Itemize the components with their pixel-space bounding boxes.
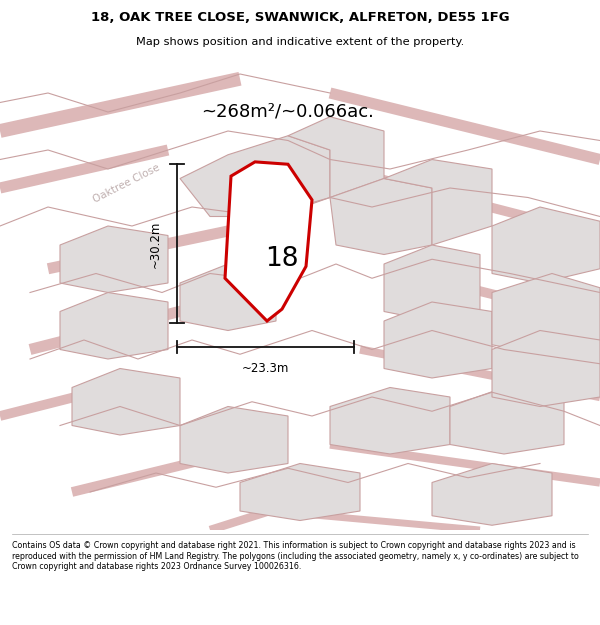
Polygon shape bbox=[180, 264, 276, 331]
Polygon shape bbox=[492, 207, 600, 283]
Text: Contains OS data © Crown copyright and database right 2021. This information is : Contains OS data © Crown copyright and d… bbox=[12, 541, 579, 571]
Polygon shape bbox=[240, 464, 360, 521]
Polygon shape bbox=[180, 406, 288, 473]
Polygon shape bbox=[492, 331, 600, 406]
Polygon shape bbox=[225, 162, 312, 321]
Polygon shape bbox=[60, 226, 168, 292]
Text: 18: 18 bbox=[265, 246, 299, 272]
Polygon shape bbox=[330, 388, 450, 454]
Polygon shape bbox=[384, 302, 492, 378]
Text: Oaktree Close: Oaktree Close bbox=[91, 162, 161, 204]
Text: Map shows position and indicative extent of the property.: Map shows position and indicative extent… bbox=[136, 38, 464, 48]
Text: ~23.3m: ~23.3m bbox=[242, 362, 289, 376]
Polygon shape bbox=[384, 159, 492, 245]
Text: 18, OAK TREE CLOSE, SWANWICK, ALFRETON, DE55 1FG: 18, OAK TREE CLOSE, SWANWICK, ALFRETON, … bbox=[91, 11, 509, 24]
Polygon shape bbox=[60, 292, 168, 359]
Polygon shape bbox=[384, 245, 480, 321]
Polygon shape bbox=[432, 464, 552, 525]
Polygon shape bbox=[450, 388, 564, 454]
Polygon shape bbox=[330, 179, 432, 254]
Text: ~268m²/~0.066ac.: ~268m²/~0.066ac. bbox=[202, 103, 374, 121]
Polygon shape bbox=[288, 117, 384, 198]
Text: ~30.2m: ~30.2m bbox=[149, 220, 162, 268]
Polygon shape bbox=[492, 274, 600, 354]
Polygon shape bbox=[72, 369, 180, 435]
Polygon shape bbox=[180, 136, 330, 216]
